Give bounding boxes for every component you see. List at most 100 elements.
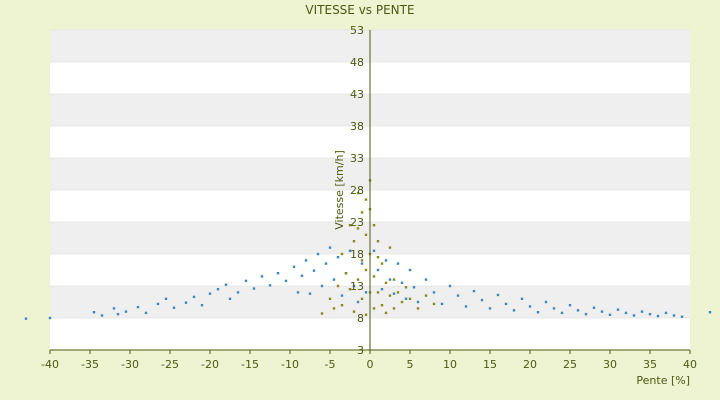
x-axis-label: Pente [%] xyxy=(636,374,690,387)
data-point xyxy=(416,307,420,310)
data-point xyxy=(332,307,336,310)
y-tick-label: 48 xyxy=(350,56,364,69)
data-point xyxy=(392,292,396,295)
data-point xyxy=(348,288,352,291)
y-tick-label: 8 xyxy=(357,312,364,325)
data-point xyxy=(312,269,316,272)
data-point xyxy=(656,314,660,318)
data-point xyxy=(360,297,364,300)
data-point xyxy=(200,304,204,307)
data-point xyxy=(376,268,380,272)
data-point xyxy=(320,312,324,315)
data-point xyxy=(364,198,368,201)
data-point xyxy=(400,300,404,304)
data-point xyxy=(276,272,280,275)
x-tick-label: 15 xyxy=(483,358,497,371)
x-tick-label: -30 xyxy=(121,358,139,371)
data-point xyxy=(488,307,492,310)
x-tick-label: 0 xyxy=(367,358,374,371)
data-point xyxy=(376,240,380,243)
data-point xyxy=(372,249,376,252)
data-point xyxy=(416,300,420,304)
data-point xyxy=(560,311,564,315)
data-point xyxy=(208,292,212,295)
data-point xyxy=(544,300,548,304)
data-point xyxy=(356,227,360,230)
data-point xyxy=(412,286,416,289)
data-point xyxy=(396,262,400,265)
data-point xyxy=(380,304,384,307)
data-point xyxy=(328,297,332,300)
data-point xyxy=(292,265,296,268)
data-point xyxy=(364,313,368,316)
data-point xyxy=(360,259,364,262)
data-point xyxy=(228,297,232,300)
data-point xyxy=(624,311,628,315)
x-ticks: -40 -35 -30 -25 -20 -15 -10 -5 0 5 10 15 20 25 30 35 40 xyxy=(41,350,697,371)
x-tick-label: -20 xyxy=(201,358,219,371)
data-point xyxy=(384,311,388,315)
data-point xyxy=(640,310,644,313)
data-point xyxy=(512,309,516,312)
data-point xyxy=(340,304,344,307)
data-point xyxy=(372,307,376,310)
x-tick-label: -5 xyxy=(325,358,336,371)
data-point xyxy=(236,291,240,294)
data-point xyxy=(360,211,364,214)
data-point xyxy=(252,287,256,290)
x-tick-label: -35 xyxy=(81,358,99,371)
data-point xyxy=(352,310,356,313)
y-tick-label: 13 xyxy=(350,280,364,293)
data-point xyxy=(352,240,356,243)
data-point xyxy=(396,291,400,294)
x-tick-label: 20 xyxy=(523,358,537,371)
data-point xyxy=(24,317,28,320)
data-point xyxy=(400,281,404,284)
data-point xyxy=(388,246,392,249)
data-point xyxy=(404,297,408,300)
data-point xyxy=(480,298,484,302)
data-point xyxy=(300,274,304,277)
x-tick-label: 40 xyxy=(683,358,697,371)
data-point xyxy=(552,307,556,310)
data-point xyxy=(392,278,396,281)
y-tick-label: 23 xyxy=(350,216,364,229)
data-point xyxy=(320,284,324,288)
data-point xyxy=(380,262,384,265)
x-tick-label: 25 xyxy=(563,358,577,371)
y-tick-label: 33 xyxy=(350,152,364,165)
data-points xyxy=(24,179,712,320)
data-point xyxy=(364,233,368,236)
data-point xyxy=(672,314,676,317)
y-tick-label: 53 xyxy=(350,24,364,37)
data-point xyxy=(424,294,428,297)
data-point xyxy=(348,224,352,227)
chart-title: VITESSE vs PENTE xyxy=(305,3,414,17)
x-tick-label: 35 xyxy=(643,358,657,371)
data-point xyxy=(316,252,320,256)
x-tick-label: 30 xyxy=(603,358,617,371)
data-point xyxy=(464,305,468,308)
x-tick-label: 10 xyxy=(443,358,457,371)
data-point xyxy=(376,256,380,259)
data-point xyxy=(124,310,128,313)
data-point xyxy=(392,307,396,310)
data-point xyxy=(404,286,408,289)
data-point xyxy=(376,291,380,294)
x-tick-label: -40 xyxy=(41,358,59,371)
data-point xyxy=(380,288,384,291)
data-point xyxy=(244,279,248,283)
x-tick-label: -25 xyxy=(161,358,179,371)
data-point xyxy=(360,262,364,265)
data-point xyxy=(284,279,288,283)
y-tick-label: 28 xyxy=(350,184,364,197)
data-point xyxy=(340,252,344,256)
data-point xyxy=(664,311,668,315)
data-point xyxy=(372,275,376,278)
data-point xyxy=(344,272,348,275)
data-point xyxy=(356,300,360,304)
data-point xyxy=(92,311,96,314)
x-tick-label: -15 xyxy=(241,358,259,371)
data-point xyxy=(440,302,444,306)
